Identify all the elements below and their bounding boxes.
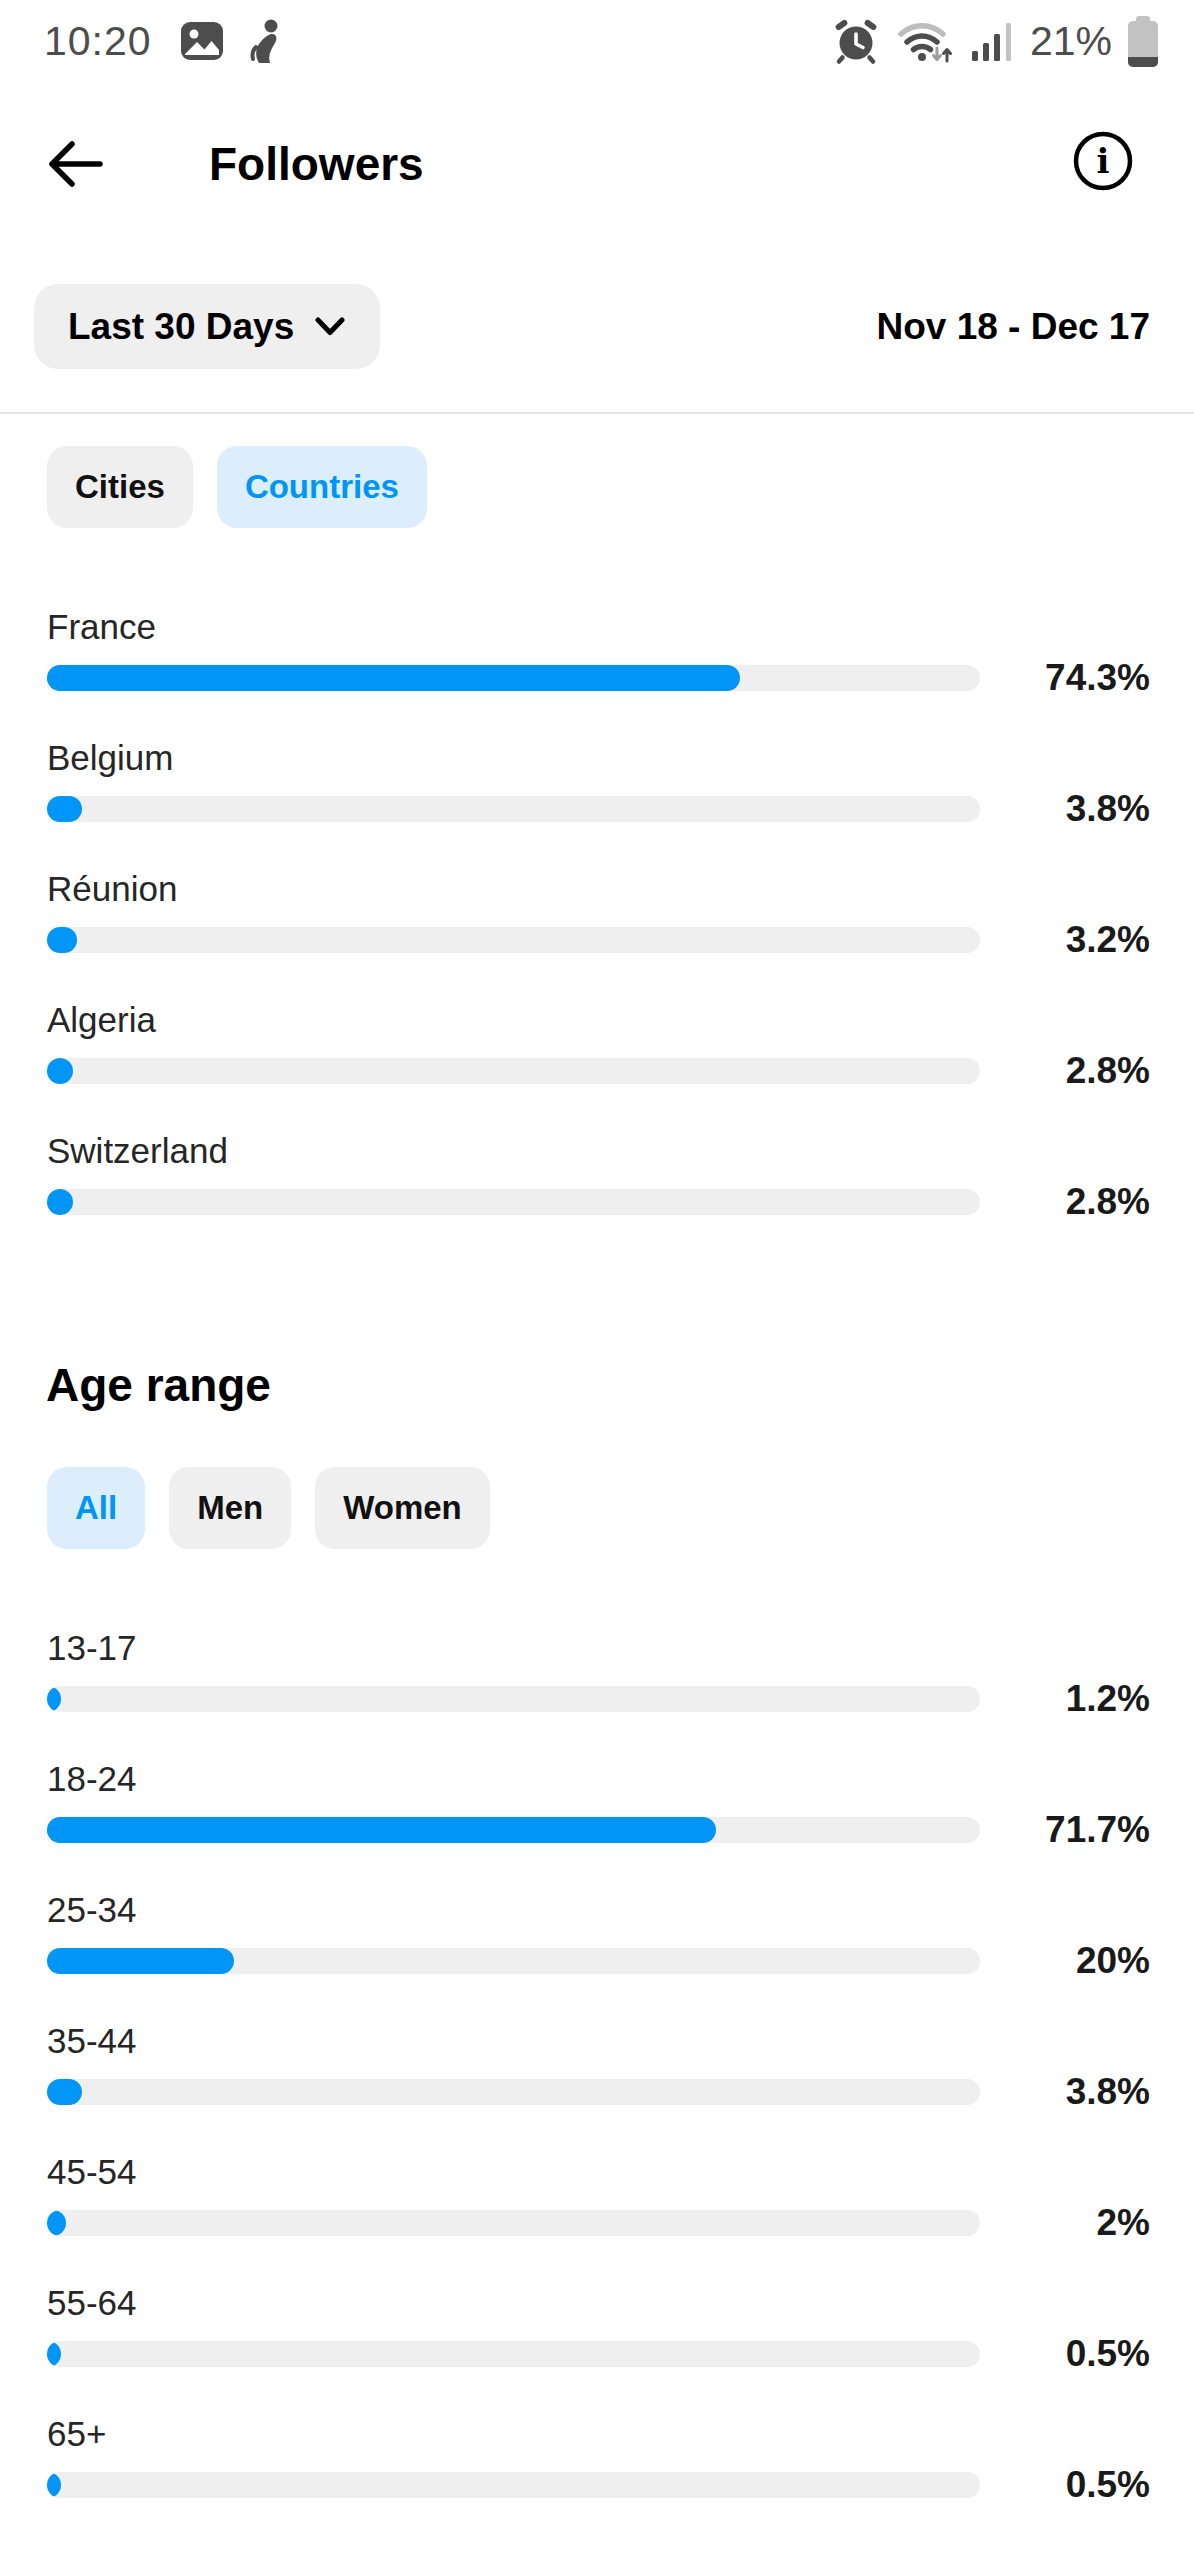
status-bar: 10:20 bbox=[44, 8, 1158, 74]
bar-fill bbox=[47, 2079, 82, 2105]
bar-fill bbox=[47, 2341, 61, 2367]
stat-percent-value: 20% bbox=[980, 1940, 1150, 1982]
stat-label: Belgium bbox=[47, 736, 1150, 780]
stat-row: Switzerland 2.8% bbox=[47, 1111, 1150, 1242]
period-dropdown-button[interactable]: Last 30 Days bbox=[34, 284, 380, 369]
stat-label: 18-24 bbox=[47, 1757, 1150, 1801]
filter-pill-tab[interactable]: Men bbox=[169, 1467, 291, 1549]
stat-label: 13-17 bbox=[47, 1626, 1150, 1670]
period-dropdown-label: Last 30 Days bbox=[68, 306, 294, 348]
stat-row: 35-44 3.8% bbox=[47, 2001, 1150, 2132]
bar-fill bbox=[47, 665, 740, 691]
stat-percent-value: 3.2% bbox=[980, 919, 1150, 961]
filter-pill-tab[interactable]: All bbox=[47, 1467, 145, 1549]
stat-percent-value: 3.8% bbox=[980, 2071, 1150, 2113]
alarm-icon bbox=[832, 17, 880, 65]
chevron-down-icon bbox=[314, 317, 346, 337]
age-stat-list: 13-17 1.2% 18-24 71.7% 25-34 20% 35-44 bbox=[47, 1608, 1150, 2525]
section-divider bbox=[0, 412, 1194, 414]
stat-percent-value: 0.5% bbox=[980, 2333, 1150, 2375]
bar-track bbox=[47, 2341, 980, 2367]
back-button[interactable] bbox=[40, 130, 108, 198]
pill-label: Men bbox=[197, 1489, 263, 1527]
bar-fill bbox=[47, 1948, 234, 1974]
filter-pill-tab[interactable]: Cities bbox=[47, 446, 193, 528]
bar-fill bbox=[47, 1686, 61, 1712]
bar-track bbox=[47, 2079, 980, 2105]
filter-pill-tab[interactable]: Countries bbox=[217, 446, 427, 528]
bar-fill bbox=[47, 796, 82, 822]
bar-track bbox=[47, 1189, 980, 1215]
page-header: Followers i bbox=[0, 126, 1194, 202]
stat-percent-value: 0.5% bbox=[980, 2464, 1150, 2506]
bar-track bbox=[47, 2210, 980, 2236]
stat-row: 65+ 0.5% bbox=[47, 2394, 1150, 2525]
stat-row: 55-64 0.5% bbox=[47, 2263, 1150, 2394]
bar-fill bbox=[47, 2210, 66, 2236]
stat-row: 25-34 20% bbox=[47, 1870, 1150, 2001]
stat-row: 13-17 1.2% bbox=[47, 1608, 1150, 1739]
bar-fill bbox=[47, 927, 77, 953]
pill-label: Cities bbox=[75, 468, 165, 506]
date-range-label: Nov 18 - Dec 17 bbox=[876, 284, 1150, 369]
age-gender-tabs: All Men Women bbox=[47, 1467, 490, 1549]
info-icon: i bbox=[1070, 128, 1136, 194]
bar-fill bbox=[47, 2472, 61, 2498]
stat-label: Algeria bbox=[47, 998, 1150, 1042]
stat-percent-value: 3.8% bbox=[980, 788, 1150, 830]
pill-label: Women bbox=[343, 1489, 462, 1527]
info-button[interactable]: i bbox=[1070, 128, 1136, 194]
stat-label: 35-44 bbox=[47, 2019, 1150, 2063]
stat-percent-value: 74.3% bbox=[980, 657, 1150, 699]
bar-track bbox=[47, 796, 980, 822]
countries-stat-list: France 74.3% Belgium 3.8% Réunion 3.2% A… bbox=[47, 587, 1150, 1242]
clock-time: 10:20 bbox=[44, 18, 152, 65]
bar-fill bbox=[47, 1189, 73, 1215]
bar-track bbox=[47, 1058, 980, 1084]
stat-percent-value: 1.2% bbox=[980, 1678, 1150, 1720]
gallery-notification-icon bbox=[178, 17, 226, 65]
person-notification-icon bbox=[244, 17, 288, 65]
stat-label: Switzerland bbox=[47, 1129, 1150, 1173]
battery-icon bbox=[1128, 16, 1158, 67]
stat-label: 55-64 bbox=[47, 2281, 1150, 2325]
stat-row: Réunion 3.2% bbox=[47, 849, 1150, 980]
bar-track bbox=[47, 1817, 980, 1843]
stat-row: 45-54 2% bbox=[47, 2132, 1150, 2263]
stat-label: Réunion bbox=[47, 867, 1150, 911]
bar-track bbox=[47, 1948, 980, 1974]
stat-row: Algeria 2.8% bbox=[47, 980, 1150, 1111]
svg-text:i: i bbox=[1097, 141, 1110, 181]
stat-row: Belgium 3.8% bbox=[47, 718, 1150, 849]
pill-label: Countries bbox=[245, 468, 399, 506]
filter-pill-tab[interactable]: Women bbox=[315, 1467, 490, 1549]
stat-label: 25-34 bbox=[47, 1888, 1150, 1932]
bar-track bbox=[47, 665, 980, 691]
battery-percent-text: 21% bbox=[1030, 18, 1112, 65]
bar-track bbox=[47, 927, 980, 953]
stat-percent-value: 71.7% bbox=[980, 1809, 1150, 1851]
wifi-icon bbox=[896, 17, 954, 65]
bar-fill bbox=[47, 1817, 716, 1843]
page-title: Followers bbox=[209, 134, 424, 194]
bar-track bbox=[47, 2472, 980, 2498]
stat-label: 45-54 bbox=[47, 2150, 1150, 2194]
age-range-title: Age range bbox=[46, 1358, 271, 1412]
stat-label: 65+ bbox=[47, 2412, 1150, 2456]
bar-fill bbox=[47, 1058, 73, 1084]
stat-percent-value: 2.8% bbox=[980, 1050, 1150, 1092]
stat-percent-value: 2% bbox=[980, 2202, 1150, 2244]
stat-row: France 74.3% bbox=[47, 587, 1150, 718]
signal-icon bbox=[970, 17, 1014, 65]
back-arrow-icon bbox=[40, 130, 108, 198]
location-tabs: Cities Countries bbox=[47, 446, 427, 528]
stat-percent-value: 2.8% bbox=[980, 1181, 1150, 1223]
stat-label: France bbox=[47, 605, 1150, 649]
pill-label: All bbox=[75, 1489, 117, 1527]
bar-track bbox=[47, 1686, 980, 1712]
stat-row: 18-24 71.7% bbox=[47, 1739, 1150, 1870]
